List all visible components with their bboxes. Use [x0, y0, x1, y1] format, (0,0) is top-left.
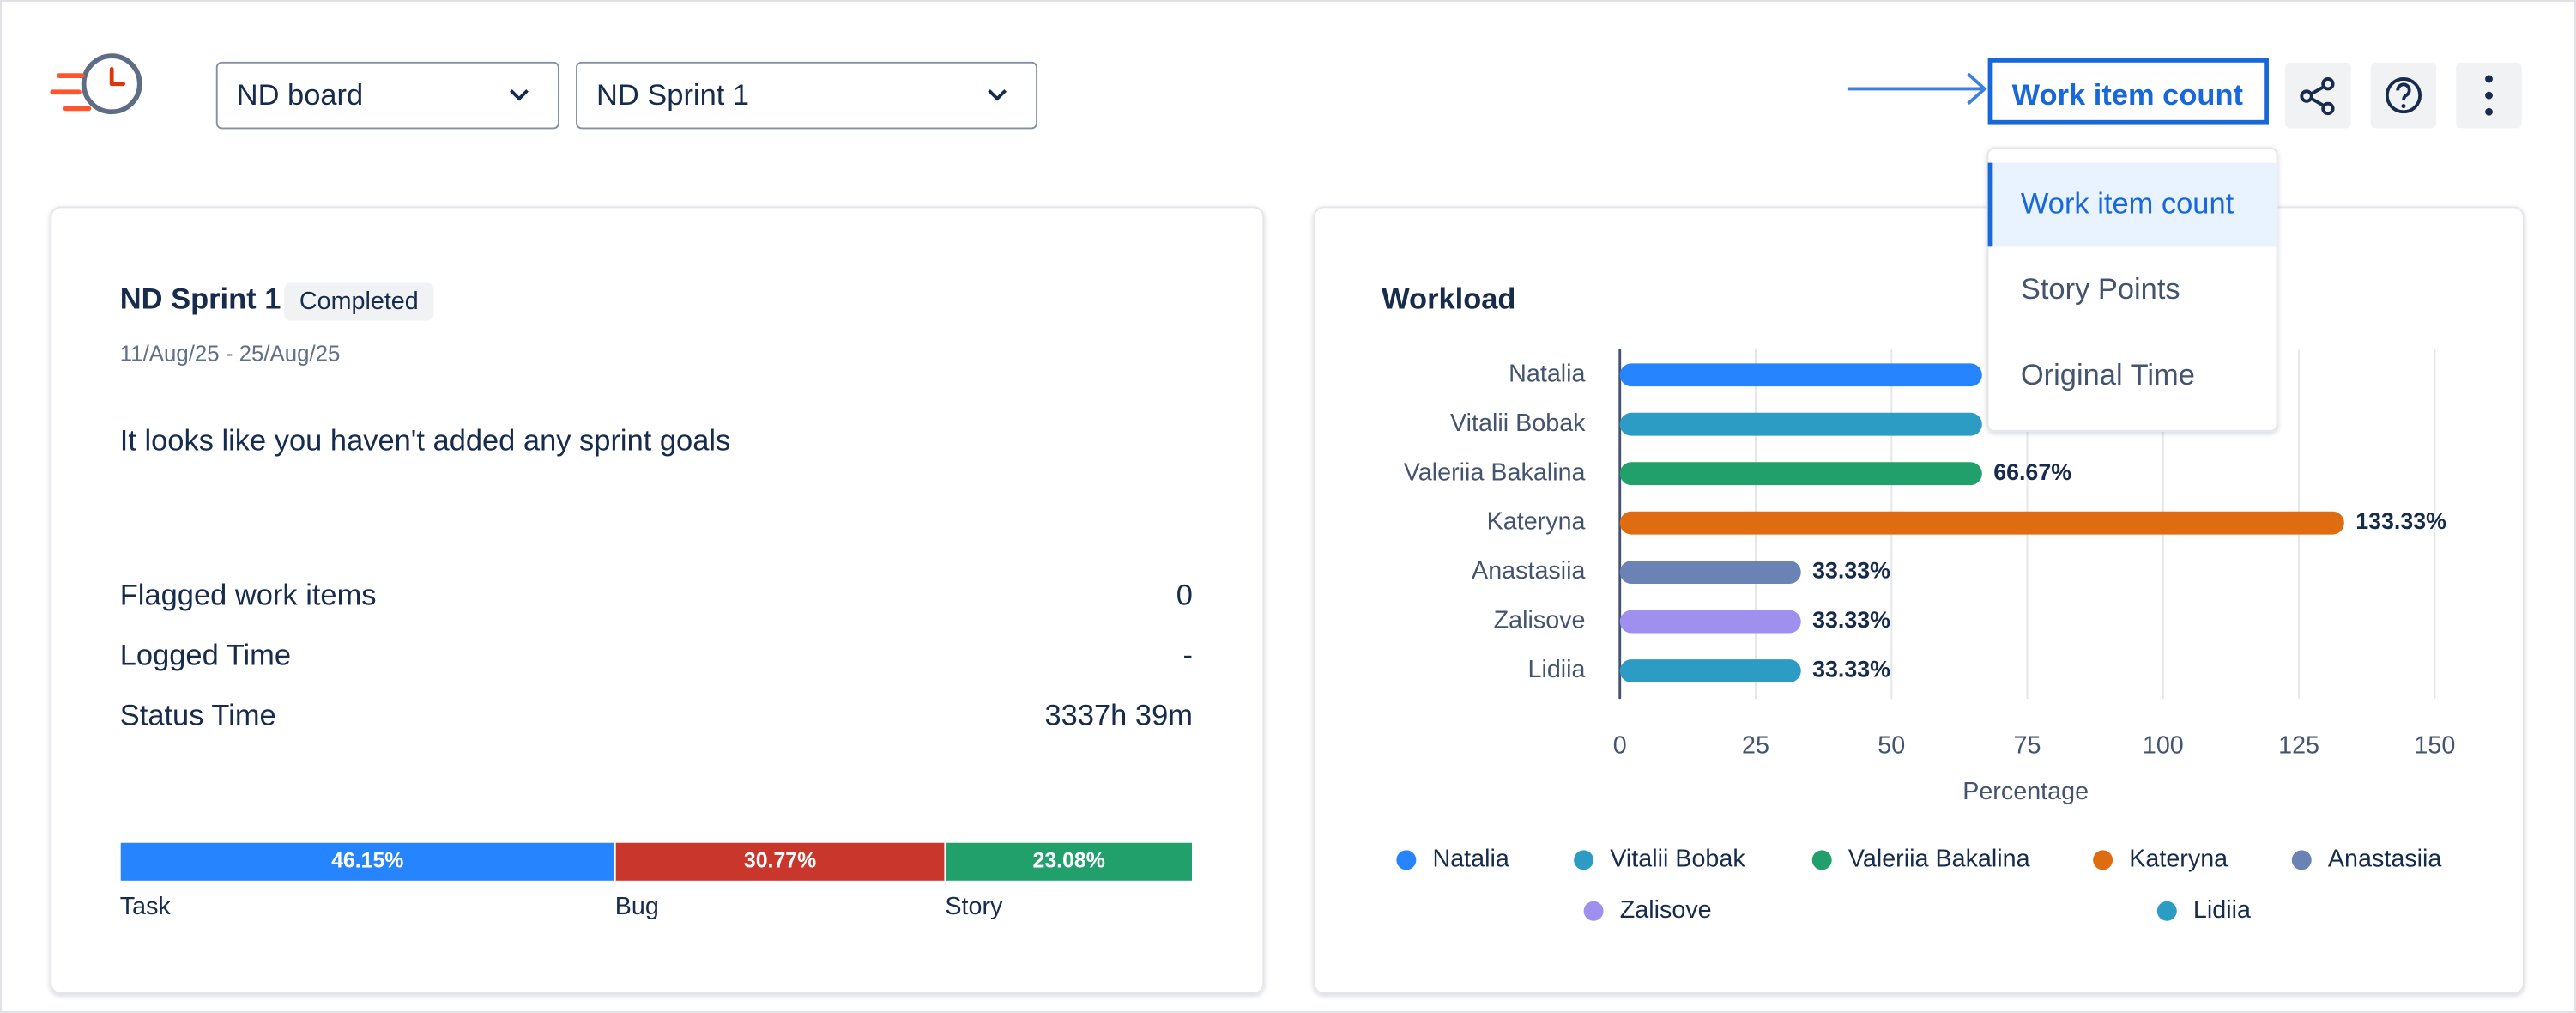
select-box[interactable]	[576, 61, 1038, 130]
legend-label[interactable]: Zalisove	[1620, 896, 1712, 924]
button-label: Work item count	[2012, 79, 2244, 112]
bar	[1619, 462, 1982, 486]
dot	[2485, 107, 2493, 116]
y-tick-label: Zalisove	[1494, 607, 1586, 634]
annotation-arrow	[1847, 72, 1987, 106]
icon-button[interactable]	[2285, 62, 2351, 129]
share-button[interactable]	[2285, 62, 2351, 129]
help-icon	[2385, 77, 2422, 114]
y-tick-label: Natalia	[1509, 360, 1585, 387]
segment-label: 30.77%	[744, 848, 816, 872]
metric-menu: Work item count Story Points Original Time	[1986, 147, 2278, 432]
breakdown-segment	[118, 840, 616, 883]
chevron	[510, 89, 529, 101]
y-tick-label: Vitalii Bobak	[1450, 409, 1586, 437]
status-badge	[284, 282, 434, 321]
x-axis-label: Percentage	[1962, 778, 2089, 805]
x-tick-label: 150	[2414, 731, 2455, 759]
stat-label: Flagged work items	[120, 579, 377, 611]
menu-selected-bar	[1987, 162, 1993, 247]
legend-marker[interactable]	[1811, 850, 1832, 870]
breakdown-segment	[944, 840, 1194, 883]
button-box[interactable]	[1987, 58, 2269, 125]
stat-value: 0	[1176, 579, 1193, 611]
select-value: ND board	[237, 79, 363, 112]
x-tick-label: 50	[1878, 731, 1905, 759]
stat-value: -	[1182, 639, 1192, 671]
x-tick-label: 25	[1742, 731, 1769, 759]
y-tick-label: Anastasiia	[1472, 557, 1585, 585]
x-tick-label: 100	[2143, 731, 2184, 759]
more-button[interactable]	[2456, 62, 2522, 129]
segment-label: 46.15%	[331, 848, 403, 872]
status-text: Completed	[299, 288, 419, 315]
legend: Natalia Vitalii Bobak Valeriia Bakalina Kat…	[1396, 845, 2441, 924]
segment-category: Bug	[615, 893, 659, 920]
legend-marker[interactable]	[1583, 901, 1604, 921]
value-label: 33.33%	[1812, 607, 1890, 633]
sprint-card	[50, 206, 1265, 994]
segment-category: Story	[945, 893, 1003, 920]
bar	[1619, 511, 2344, 535]
sprint-dates: 11/Aug/25 - 25/Aug/25	[120, 343, 341, 367]
x-tick-label: 0	[1613, 731, 1627, 759]
chevron	[988, 89, 1007, 101]
legend-label[interactable]: Valeriia Bakalina	[1848, 845, 2030, 872]
legend-label[interactable]: Lidiia	[2193, 896, 2251, 924]
legend-marker[interactable]	[2093, 850, 2113, 870]
bar	[1619, 412, 1982, 436]
y-tick-label: Valeriia Bakalina	[1404, 458, 1586, 486]
select-box[interactable]	[215, 61, 559, 130]
x-tick-label: 75	[2014, 731, 2041, 759]
dot	[2485, 91, 2493, 100]
y-tick-label: Lidiia	[1527, 656, 1585, 683]
menu-option[interactable]: Original Time	[2021, 359, 2195, 391]
dot	[2485, 75, 2493, 83]
logo	[50, 53, 142, 115]
segment-label: 23.08%	[1033, 848, 1105, 872]
icon-button[interactable]	[2370, 62, 2437, 129]
chart-title: Workload	[1382, 283, 1515, 316]
menu-option[interactable]: Work item count	[2021, 188, 2234, 221]
value-label: 133.33%	[2355, 508, 2446, 534]
menu-selected-bg	[1987, 162, 2277, 247]
stat-label: Status Time	[120, 699, 276, 731]
value-label: 66.67%	[1993, 459, 2071, 485]
legend-label[interactable]: Vitalii Bobak	[1610, 845, 1745, 872]
legend-label[interactable]: Natalia	[1432, 845, 1509, 872]
stat-label: Logged Time	[120, 639, 291, 671]
stat-value: 3337h 39m	[1045, 699, 1193, 731]
legend-label[interactable]: Anastasiia	[2328, 845, 2441, 872]
help-button[interactable]	[2370, 62, 2437, 129]
help-icon-mark	[2396, 82, 2411, 100]
legend-marker[interactable]	[1396, 850, 1417, 870]
bar	[1619, 610, 1801, 634]
board-select[interactable]: ND board	[215, 61, 559, 130]
x-tick-label: 125	[2278, 731, 2319, 759]
segment-category: Task	[120, 893, 172, 920]
value-label: 33.33%	[1812, 657, 1890, 682]
bar	[1619, 363, 1982, 387]
value-label: 33.33%	[1812, 558, 1890, 584]
breakdown-segment	[614, 840, 946, 883]
sprint-select[interactable]: ND Sprint 1	[576, 61, 1038, 130]
bar	[1619, 561, 1801, 585]
share-icon	[2300, 77, 2335, 116]
legend-label[interactable]: Kateryna	[2129, 845, 2228, 872]
bar	[1619, 659, 1801, 682]
help-icon-dot	[2401, 104, 2406, 109]
metric-button[interactable]: Work item count	[1987, 58, 2269, 125]
goals-message: It looks like you haven't added any spri…	[120, 424, 731, 457]
y-tick-label: Kateryna	[1487, 508, 1586, 536]
legend-marker[interactable]	[2156, 901, 2177, 921]
sprint-details: Flagged work items 0 Logged Time - Status Ti…	[118, 579, 1194, 920]
select-value: ND Sprint 1	[596, 79, 749, 112]
menu-option[interactable]: Story Points	[2021, 273, 2180, 306]
workload-card	[1313, 206, 2525, 994]
legend-marker[interactable]	[2291, 850, 2312, 870]
sprint-title: ND Sprint 1	[120, 283, 281, 316]
legend-marker[interactable]	[1574, 850, 1594, 870]
